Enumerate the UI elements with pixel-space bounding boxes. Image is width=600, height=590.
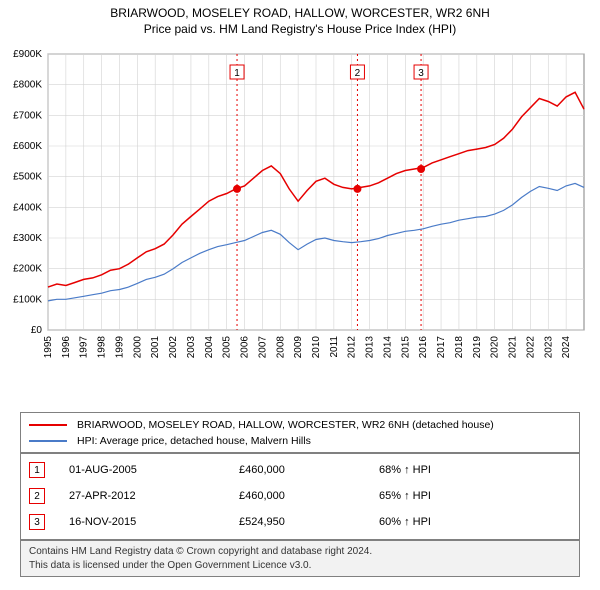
sales-date: 16-NOV-2015 [69,516,239,528]
svg-text:2015: 2015 [400,336,411,359]
sales-badge: 3 [29,514,45,530]
sales-table: 101-AUG-2005£460,00068% ↑ HPI227-APR-201… [20,452,580,540]
sales-pct: 68% ↑ HPI [379,464,431,476]
svg-text:2024: 2024 [561,336,572,359]
sales-pct: 65% ↑ HPI [379,490,431,502]
svg-text:2014: 2014 [382,336,393,359]
svg-text:2006: 2006 [240,336,251,359]
svg-text:1999: 1999 [114,336,125,359]
svg-text:2012: 2012 [347,336,358,359]
svg-text:2009: 2009 [293,336,304,359]
svg-text:2007: 2007 [257,336,268,359]
svg-text:2010: 2010 [311,336,322,359]
svg-text:2008: 2008 [275,336,286,359]
sales-price: £460,000 [239,490,379,502]
svg-text:2013: 2013 [365,336,376,359]
svg-text:2022: 2022 [525,336,536,359]
sales-row: 2 27-APR-2012£460,00065% ↑ HPI [29,483,571,509]
sales-date: 01-AUG-2005 [69,464,239,476]
svg-text:£300K: £300K [13,233,42,244]
svg-text:£700K: £700K [13,110,42,121]
svg-text:2000: 2000 [132,336,143,359]
legend-item: HPI: Average price, detached house, Malv… [29,433,571,449]
svg-text:2001: 2001 [150,336,161,359]
svg-text:2003: 2003 [186,336,197,359]
sales-price: £460,000 [239,464,379,476]
svg-text:1995: 1995 [43,336,54,359]
chart-title-line2: Price paid vs. HM Land Registry's House … [0,22,600,36]
svg-text:2011: 2011 [329,336,340,358]
svg-text:1998: 1998 [97,336,108,359]
sales-row: 1 01-AUG-2005£460,00068% ↑ HPI [29,457,571,483]
svg-text:2020: 2020 [490,336,501,359]
legend-label: HPI: Average price, detached house, Malv… [77,435,311,447]
svg-text:2: 2 [355,68,361,79]
sales-pct: 60% ↑ HPI [379,516,431,528]
svg-text:£100K: £100K [13,294,42,305]
legend-swatch [29,440,67,442]
svg-text:2023: 2023 [543,336,554,359]
svg-text:1997: 1997 [79,336,90,359]
sales-badge: 2 [29,488,45,504]
svg-text:£500K: £500K [13,172,42,183]
footer-line2: This data is licensed under the Open Gov… [29,559,571,573]
svg-text:£400K: £400K [13,202,42,213]
svg-text:2018: 2018 [454,336,465,359]
sales-price: £524,950 [239,516,379,528]
legend-swatch [29,424,67,426]
footer-attribution: Contains HM Land Registry data © Crown c… [20,540,580,577]
svg-text:2004: 2004 [204,336,215,359]
sales-date: 27-APR-2012 [69,490,239,502]
svg-text:1996: 1996 [61,336,72,359]
svg-text:2016: 2016 [418,336,429,359]
svg-text:1: 1 [234,68,240,79]
svg-text:2017: 2017 [436,336,447,359]
svg-text:£0: £0 [31,325,43,336]
svg-text:£200K: £200K [13,264,42,275]
legend: BRIARWOOD, MOSELEY ROAD, HALLOW, WORCEST… [20,412,580,454]
sales-row: 3 16-NOV-2015£524,95060% ↑ HPI [29,509,571,535]
legend-label: BRIARWOOD, MOSELEY ROAD, HALLOW, WORCEST… [77,419,494,431]
legend-item: BRIARWOOD, MOSELEY ROAD, HALLOW, WORCEST… [29,417,571,433]
chart-plot: £0£100K£200K£300K£400K£500K£600K£700K£80… [42,48,592,378]
svg-text:£600K: £600K [13,141,42,152]
svg-text:2021: 2021 [508,336,519,359]
chart-title-line1: BRIARWOOD, MOSELEY ROAD, HALLOW, WORCEST… [0,6,600,20]
sales-badge: 1 [29,462,45,478]
svg-text:£900K: £900K [13,49,42,60]
svg-text:2005: 2005 [222,336,233,359]
footer-line1: Contains HM Land Registry data © Crown c… [29,545,571,559]
svg-text:3: 3 [418,68,424,79]
svg-text:2019: 2019 [472,336,483,359]
svg-text:2002: 2002 [168,336,179,359]
svg-text:£800K: £800K [13,80,42,91]
